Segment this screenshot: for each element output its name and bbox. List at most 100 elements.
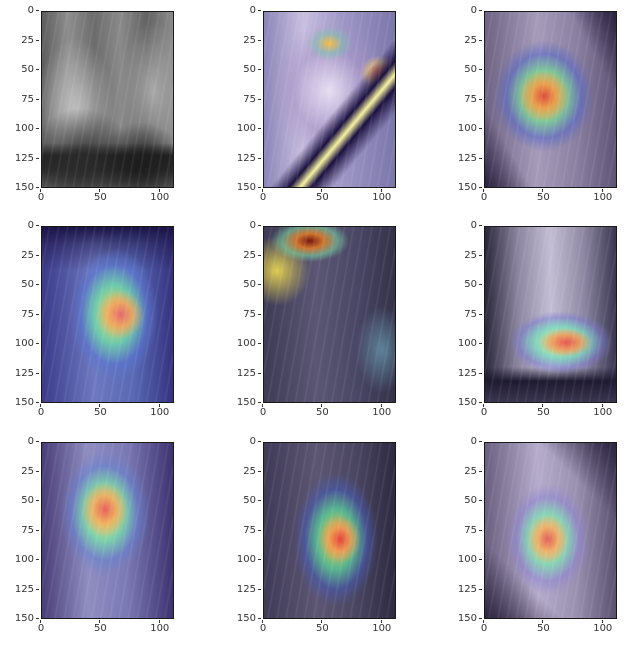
- y-tick-label: 25: [8, 250, 39, 261]
- y-tick-label: 75: [8, 94, 39, 105]
- plot-axes: [41, 226, 174, 403]
- y-tick-label: 150: [8, 398, 39, 408]
- y-tick-label: 25: [8, 35, 39, 46]
- heatmap-overlay-image: [42, 227, 173, 402]
- plot-axes: [484, 442, 617, 619]
- y-tick-label: 0: [8, 6, 39, 16]
- y-tick-label: 75: [451, 525, 482, 536]
- image-texture: [264, 443, 395, 618]
- y-tick-label: 100: [8, 339, 39, 349]
- x-tick-label: 0: [248, 620, 278, 634]
- x-tick-label: 0: [469, 620, 499, 634]
- y-tick-label: 50: [8, 65, 39, 75]
- heatmap-overlay-image: [264, 227, 395, 402]
- x-tick-label: 0: [469, 189, 499, 203]
- y-tick-label: 50: [230, 65, 261, 75]
- plot-axes: [41, 11, 174, 188]
- x-tick-label: 100: [145, 404, 175, 418]
- y-tick-label: 50: [230, 280, 261, 290]
- x-tick-label: 50: [85, 404, 115, 418]
- y-tick-label: 25: [451, 35, 482, 46]
- x-tick-label: 100: [588, 404, 618, 418]
- y-tick-label: 0: [451, 221, 482, 231]
- y-tick-label: 125: [451, 153, 482, 164]
- x-tick-label: 0: [248, 404, 278, 418]
- y-tick-label: 0: [230, 6, 261, 16]
- y-tick-label: 75: [8, 525, 39, 536]
- y-tick-label: 150: [8, 183, 39, 193]
- subplot-panel: 0 25 50 75 100 125 150 0 50 100: [15, 221, 174, 418]
- y-tick-label: 75: [451, 309, 482, 320]
- y-tick-label: 150: [230, 614, 261, 624]
- y-tick-label: 125: [451, 368, 482, 379]
- x-tick-label: 100: [367, 189, 397, 203]
- x-tick-label: 100: [588, 620, 618, 634]
- heatmap-overlay-image: [485, 227, 616, 402]
- image-texture: [264, 227, 395, 402]
- x-tick-label: 100: [145, 620, 175, 634]
- image-texture: [264, 12, 395, 187]
- y-tick-label: 50: [451, 280, 482, 290]
- x-tick-label: 50: [528, 620, 558, 634]
- y-tick-label: 25: [451, 250, 482, 261]
- image-texture: [485, 227, 616, 402]
- y-tick-label: 100: [451, 555, 482, 565]
- subplot-panel: 0 25 50 75 100 125 150 0 50 100: [237, 221, 396, 418]
- y-tick-label: 150: [451, 398, 482, 408]
- x-tick-label: 50: [528, 189, 558, 203]
- y-tick-label: 50: [451, 65, 482, 75]
- subplot-panel: 0 25 50 75 100 125 150 0 50 100: [458, 6, 617, 203]
- y-tick-label: 125: [230, 584, 261, 595]
- x-tick-label: 0: [26, 620, 56, 634]
- y-tick-label: 100: [230, 555, 261, 565]
- image-texture: [42, 12, 173, 187]
- plot-axes: [484, 11, 617, 188]
- y-tick-label: 100: [230, 339, 261, 349]
- y-tick-label: 25: [451, 466, 482, 477]
- y-tick-label: 0: [230, 437, 261, 447]
- y-tick-label: 150: [230, 183, 261, 193]
- x-tick-label: 100: [367, 404, 397, 418]
- y-tick-label: 25: [230, 250, 261, 261]
- y-tick-label: 100: [8, 124, 39, 134]
- x-tick-label: 0: [26, 189, 56, 203]
- subplot-panel: 0 25 50 75 100 125 150 0 50 100: [458, 437, 617, 634]
- plot-axes: [484, 226, 617, 403]
- y-tick-label: 0: [8, 221, 39, 231]
- heatmap-overlay-image: [485, 443, 616, 618]
- subplot-panel: 0 25 50 75 100 125 150 0 50 100: [237, 6, 396, 203]
- x-tick-label: 50: [85, 189, 115, 203]
- y-tick-label: 100: [8, 555, 39, 565]
- x-tick-label: 50: [528, 404, 558, 418]
- y-tick-label: 150: [230, 398, 261, 408]
- y-tick-label: 0: [451, 437, 482, 447]
- x-tick-label: 50: [307, 620, 337, 634]
- radiograph-image: [42, 12, 173, 187]
- y-tick-label: 25: [8, 466, 39, 477]
- y-tick-label: 125: [8, 584, 39, 595]
- x-tick-label: 50: [307, 404, 337, 418]
- heatmap-overlay-image: [264, 443, 395, 618]
- x-tick-label: 0: [248, 189, 278, 203]
- image-texture: [485, 12, 616, 187]
- y-tick-label: 150: [451, 614, 482, 624]
- y-tick-label: 50: [230, 496, 261, 506]
- y-tick-label: 100: [230, 124, 261, 134]
- plot-axes: [263, 11, 396, 188]
- y-tick-label: 100: [451, 124, 482, 134]
- y-tick-label: 150: [8, 614, 39, 624]
- x-tick-label: 0: [469, 404, 499, 418]
- y-tick-label: 75: [8, 309, 39, 320]
- y-tick-label: 75: [230, 309, 261, 320]
- y-tick-label: 50: [8, 280, 39, 290]
- y-tick-label: 150: [451, 183, 482, 193]
- y-tick-label: 125: [8, 368, 39, 379]
- image-texture: [485, 443, 616, 618]
- x-tick-label: 100: [145, 189, 175, 203]
- y-tick-label: 100: [451, 339, 482, 349]
- subplot-panel: 0 25 50 75 100 125 150 0 50 100: [15, 437, 174, 634]
- plot-axes: [263, 226, 396, 403]
- subplot-panel: 0 25 50 75 100 125 150 0 50 100: [237, 437, 396, 634]
- y-tick-label: 125: [8, 153, 39, 164]
- x-tick-label: 50: [85, 620, 115, 634]
